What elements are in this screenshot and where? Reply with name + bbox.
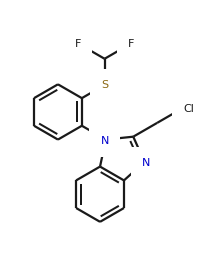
Text: N: N <box>142 158 151 168</box>
Text: N: N <box>101 136 109 146</box>
Text: F: F <box>128 39 135 49</box>
Text: S: S <box>101 80 108 90</box>
Text: Cl: Cl <box>184 104 194 114</box>
Text: F: F <box>75 39 81 49</box>
